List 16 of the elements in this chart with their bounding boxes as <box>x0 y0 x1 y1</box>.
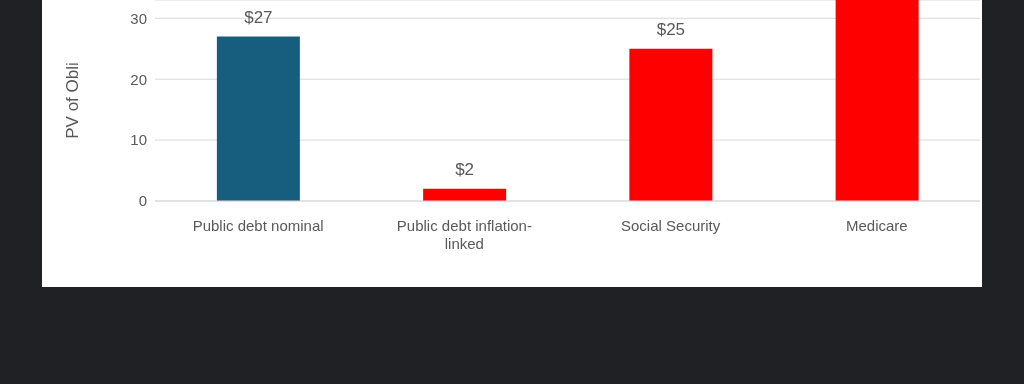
x-tick-label: Medicare <box>846 217 908 234</box>
y-tick-label: 0 <box>138 192 147 210</box>
bar <box>216 36 300 201</box>
y-tick-label: 10 <box>130 131 147 149</box>
bar <box>423 188 507 201</box>
x-tick-label: Public debt nominal <box>192 217 324 234</box>
data-label: $27 <box>244 7 273 27</box>
bar <box>835 0 919 201</box>
y-tick-label: 30 <box>130 9 147 27</box>
x-tick-label: Public debt inflation-linked <box>396 217 532 252</box>
bar <box>629 48 713 201</box>
data-label: $2 <box>455 159 475 179</box>
y-tick-label: 20 <box>130 70 147 88</box>
y-axis-title: PV of Obli <box>63 62 83 139</box>
data-label: $25 <box>656 19 686 39</box>
x-tick-label: Social Security <box>621 217 721 234</box>
